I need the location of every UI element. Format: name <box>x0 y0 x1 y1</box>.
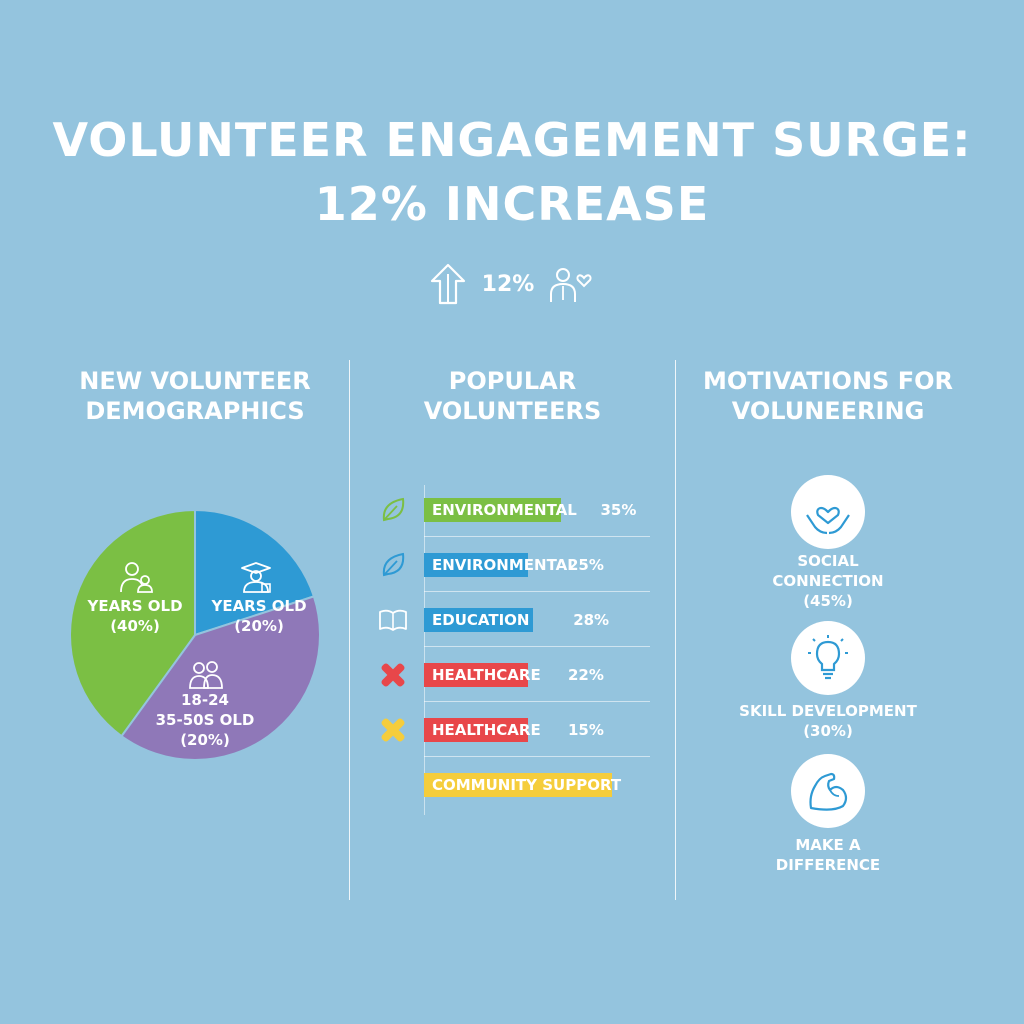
bar-row: COMMUNITY SUPPORT <box>368 757 650 812</box>
bar-row: ENVIRONMENTAL 35% <box>368 482 650 537</box>
motivation-label-line-1: MAKE A <box>795 836 861 854</box>
bar-row: HEALTHCARE 22% <box>368 647 650 702</box>
leaf-icon <box>382 497 405 522</box>
demographics-heading: NEW VOLUNTEER DEMOGRAPHICS <box>60 366 330 426</box>
lightbulb-icon <box>808 635 848 680</box>
pie-label-green-line-1: YEARS OLD <box>87 597 183 615</box>
motivation-label-line-2: DIFFERENCE <box>775 856 881 874</box>
title-line-2: 12% INCREASE <box>314 177 710 231</box>
title-line-1: VOLUNTEER ENGAGEMENT SURGE: <box>52 113 972 167</box>
pie-label-blue: YEARS OLD (20%) <box>204 596 314 636</box>
group-icon <box>189 661 223 689</box>
stat-row: 12% <box>0 262 1024 306</box>
motivation-label-line-1: SOCIAL <box>797 552 859 570</box>
bar-row: EDUCATION 28% <box>368 592 650 647</box>
bar: EDUCATION <box>424 608 534 632</box>
motivation-label-line-2: (30%) <box>803 722 853 740</box>
popular-heading: POPULAR VOLUNTEERS <box>380 366 645 426</box>
bar: HEALTHCARE <box>424 718 541 742</box>
pie-label-green: YEARS OLD (40%) <box>80 596 190 636</box>
demographics-heading-line-2: DEMOGRAPHICS <box>85 397 305 425</box>
motivations-heading-line-1: MOTIVATIONS FOR <box>703 367 953 395</box>
pie-label-green-line-2: (40%) <box>110 617 160 635</box>
leaf-icon <box>382 552 405 577</box>
motivation-label-line-3: (45%) <box>803 592 853 610</box>
column-divider-right <box>675 360 676 900</box>
pie-label-purple-line-2: 35-50S OLD <box>155 711 255 729</box>
graduate-icon <box>241 562 271 593</box>
pie-label-blue-line-1: YEARS OLD <box>211 597 307 615</box>
motivations-heading-line-2: VOLUNEERING <box>731 397 925 425</box>
person-child-icon <box>120 562 153 593</box>
motivation-label-line-1: SKILL DEVELOPMENT <box>739 702 917 720</box>
popular-heading-line-1: POPULAR <box>448 367 577 395</box>
bar: HEALTHCARE <box>424 663 541 687</box>
flexed-arm-icon <box>809 772 848 811</box>
bar-row-separator <box>424 756 650 757</box>
motivation-label: SOCIAL CONNECTION (45%) <box>730 551 926 611</box>
bar-value: 15% <box>568 721 604 739</box>
pie-label-purple-line-3: (20%) <box>180 731 230 749</box>
bar-value: 25% <box>568 556 604 574</box>
bar-value: 22% <box>568 666 604 684</box>
bandage-cross-icon <box>381 663 405 687</box>
stat-value: 12% <box>481 271 535 297</box>
popular-heading-line-2: VOLUNTEERS <box>423 397 602 425</box>
bar: ENVIRONMENTAL <box>424 498 577 522</box>
motivation-icon-circle <box>791 754 865 828</box>
bar-chart-axis <box>424 485 425 815</box>
bar-row-separator <box>424 701 650 702</box>
bar-row-separator <box>424 591 650 592</box>
demographics-heading-line-1: NEW VOLUNTEER <box>79 367 311 395</box>
bar: COMMUNITY SUPPORT <box>424 773 621 797</box>
bar: ENVIRONMENTAL <box>424 553 577 577</box>
bandage-cross-icon <box>381 718 405 742</box>
pie-label-blue-line-2: (20%) <box>234 617 284 635</box>
motivation-label: MAKE A DIFFERENCE <box>730 835 926 875</box>
pie-label-purple: 18-24 35-50S OLD (20%) <box>140 690 270 750</box>
motivation-label-line-2: CONNECTION <box>772 572 884 590</box>
bar-value: 28% <box>573 611 610 629</box>
pie-slice <box>69 508 196 738</box>
motivation-label: SKILL DEVELOPMENT (30%) <box>730 701 926 741</box>
pie-label-purple-line-1: 18-24 <box>181 691 229 709</box>
bar-row-separator <box>424 646 650 647</box>
bar-row: HEALTHCARE 15% <box>368 702 650 757</box>
book-icon <box>379 609 407 631</box>
page-title: VOLUNTEER ENGAGEMENT SURGE: 12% INCREASE <box>0 108 1024 236</box>
volunteer-heart-icon <box>550 268 592 302</box>
motivations-heading: MOTIVATIONS FOR VOLUNEERING <box>700 366 956 426</box>
motivation-icon-circle <box>791 621 865 695</box>
arrow-up-icon <box>430 263 465 305</box>
motivation-icon-circle <box>791 475 865 549</box>
bar-row-separator <box>424 536 650 537</box>
bar-value: 35% <box>600 501 637 519</box>
bar-row: ENVIRONMENTAL 25% <box>368 537 650 592</box>
column-divider-left <box>349 360 350 900</box>
pie-slice <box>120 595 321 761</box>
hands-heart-icon <box>806 506 850 535</box>
